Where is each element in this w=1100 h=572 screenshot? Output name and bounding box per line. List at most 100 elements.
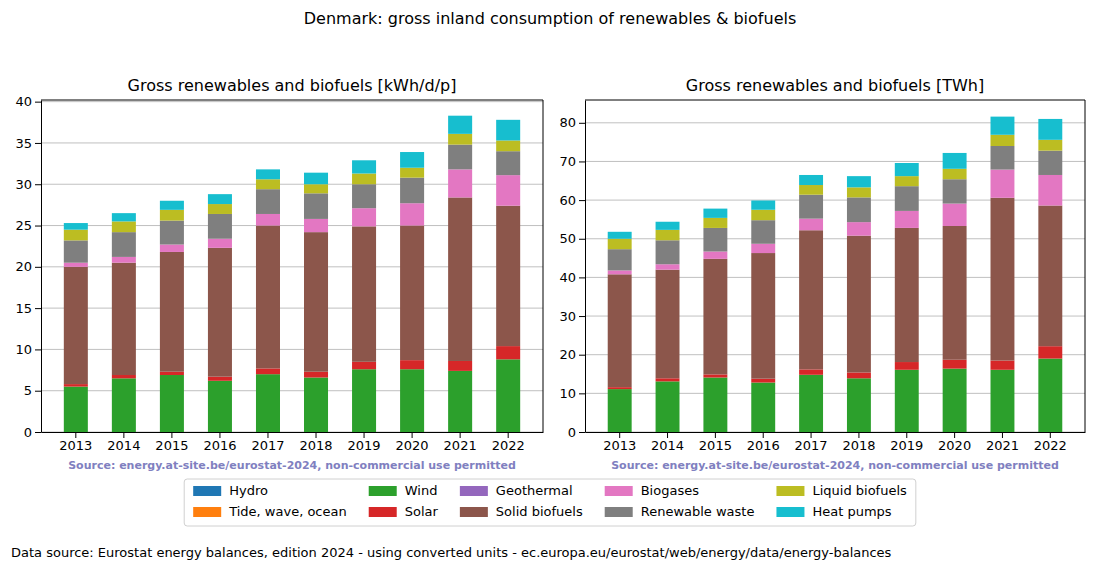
x-tick-mark <box>1002 432 1003 438</box>
x-tick: 2014 <box>107 432 140 453</box>
x-tick-mark <box>171 432 172 438</box>
bar <box>991 170 1015 198</box>
x-tick-label: 2015 <box>155 438 188 453</box>
bar <box>64 230 88 241</box>
x-tick: 2022 <box>1034 432 1067 453</box>
x-tick-label: 2013 <box>603 438 636 453</box>
bar <box>352 174 376 185</box>
y-tick: 80 <box>559 115 585 130</box>
bar <box>656 240 680 264</box>
x-axis: 2013201420152016201720182019202020212022 <box>42 432 544 453</box>
legend-swatch <box>605 486 633 496</box>
x-tick-label: 2014 <box>651 438 684 453</box>
bar <box>703 218 727 228</box>
y-tick: 0 <box>568 425 585 440</box>
legend-label: Hydro <box>229 483 268 498</box>
bar <box>304 232 328 372</box>
bar <box>256 169 280 179</box>
y-tick-mark <box>579 161 585 162</box>
bar <box>400 168 424 178</box>
source-note: Source: energy.at-site.be/eurostat-2024,… <box>68 459 516 472</box>
frame-right <box>1085 100 1086 432</box>
y-tick-label: 40 <box>559 270 576 285</box>
bar <box>799 230 823 369</box>
bar <box>751 383 775 432</box>
x-tick-label: 2022 <box>492 438 525 453</box>
x-tick: 2013 <box>59 432 92 453</box>
bar <box>160 245 184 252</box>
bar <box>943 204 967 226</box>
bar <box>208 214 232 239</box>
bar <box>703 209 727 218</box>
y-tick-mark <box>579 200 585 201</box>
bar <box>64 384 88 386</box>
y-tick: 25 <box>15 218 41 233</box>
bar <box>799 369 823 374</box>
x-tick: 2018 <box>842 432 875 453</box>
bar <box>895 370 919 432</box>
y-tick-mark <box>35 226 41 227</box>
bar <box>751 210 775 220</box>
bar <box>608 274 632 387</box>
grid <box>585 123 1085 432</box>
x-tick-mark <box>1050 432 1051 438</box>
x-tick: 2015 <box>699 432 732 453</box>
legend-label: Tide, wave, ocean <box>228 504 347 519</box>
bar <box>448 134 472 145</box>
y-tick: 30 <box>15 177 41 192</box>
x-tick-label: 2018 <box>842 438 875 453</box>
bar <box>496 120 520 141</box>
figure: Denmark: gross inland consumption of ren… <box>0 0 1100 572</box>
y-tick-mark <box>579 239 585 240</box>
bar <box>400 369 424 432</box>
frame-right <box>543 100 544 432</box>
bar <box>991 360 1015 369</box>
bar <box>112 232 136 257</box>
x-tick: 2017 <box>251 432 284 453</box>
x-tick: 2021 <box>444 432 477 453</box>
x-tick-label: 2021 <box>444 438 477 453</box>
legend-label: Geothermal <box>496 483 573 498</box>
x-tick-mark <box>123 432 124 438</box>
bar <box>352 362 376 369</box>
bar <box>64 240 88 262</box>
y-tick-label: 20 <box>15 259 32 274</box>
x-tick: 2013 <box>603 432 636 453</box>
y-tick-mark <box>579 316 585 317</box>
y-tick-label: 40 <box>15 94 32 109</box>
y-tick-label: 70 <box>559 154 576 169</box>
bar <box>943 226 967 360</box>
bar <box>496 175 520 206</box>
x-tick-label: 2018 <box>299 438 332 453</box>
bar <box>256 368 280 374</box>
y-tick-mark <box>35 432 41 433</box>
bar <box>656 378 680 381</box>
x-tick-mark <box>763 432 764 438</box>
legend-label: Heat pumps <box>812 504 891 519</box>
bar <box>304 173 328 185</box>
bar <box>1038 151 1062 175</box>
bar <box>496 346 520 359</box>
source-note: Source: energy.at-site.be/eurostat-2024,… <box>611 459 1059 472</box>
bar <box>304 184 328 193</box>
bar <box>751 200 775 209</box>
bar <box>448 361 472 371</box>
frame-top <box>41 100 543 101</box>
bar <box>256 226 280 369</box>
x-tick-mark <box>715 432 716 438</box>
x-tick-label: 2021 <box>986 438 1019 453</box>
bar <box>656 222 680 230</box>
legend-item: Liquid biofuels <box>776 483 907 498</box>
y-tick-label: 30 <box>15 177 32 192</box>
x-tick: 2015 <box>155 432 188 453</box>
bar <box>208 204 232 214</box>
legend-swatch <box>776 486 804 496</box>
subplot: 0102030405060708020132014201520162017201… <box>559 76 1085 472</box>
x-tick-label: 2013 <box>59 438 92 453</box>
y-tick-mark <box>579 123 585 124</box>
bar <box>847 222 871 236</box>
bar <box>256 189 280 214</box>
bar <box>256 214 280 226</box>
frame-top <box>585 100 1085 101</box>
y-tick-mark <box>579 277 585 278</box>
